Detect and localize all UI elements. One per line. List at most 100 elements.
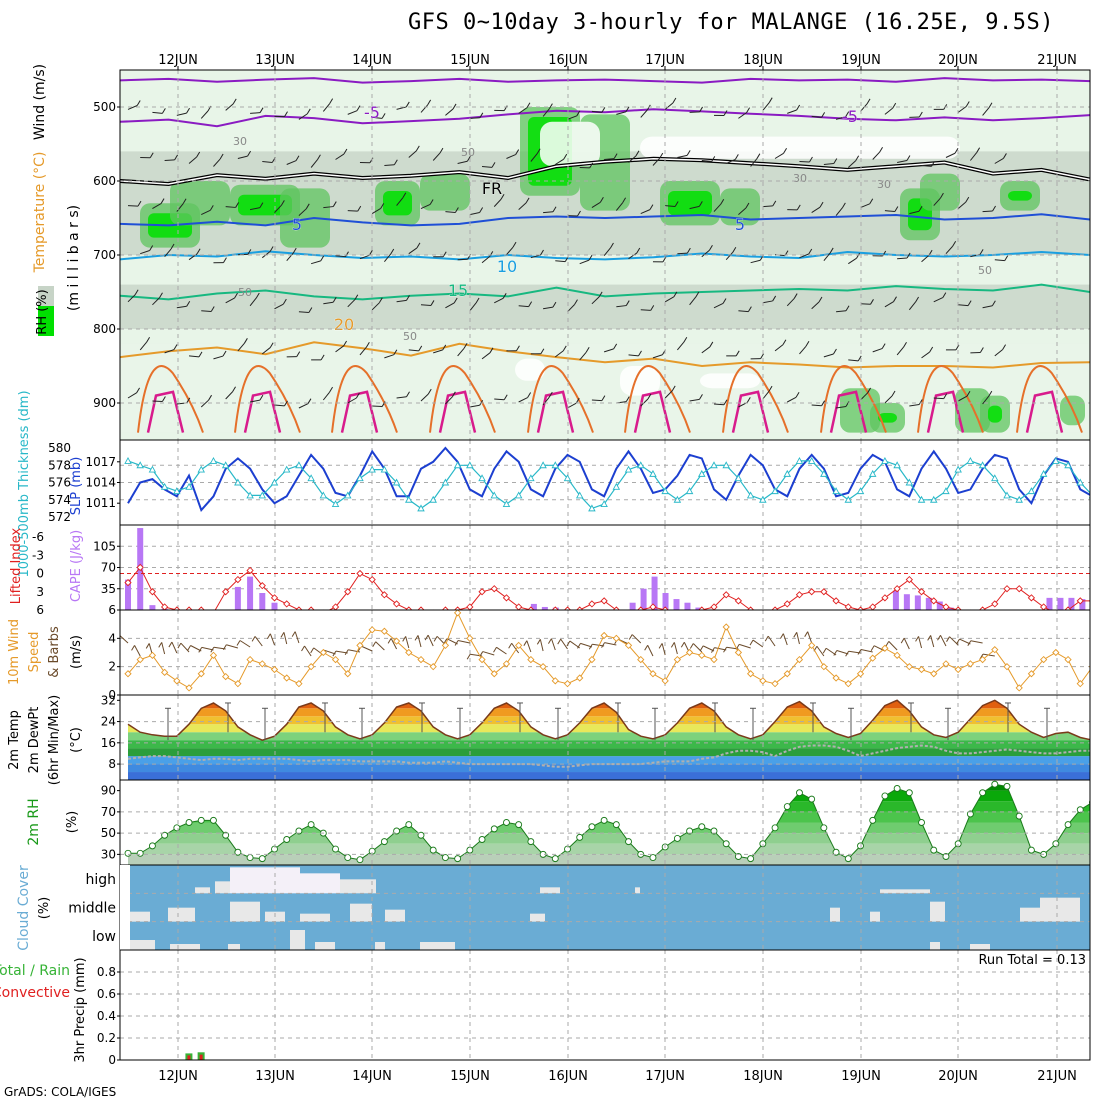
- thickness-point: [527, 474, 535, 482]
- li-point: [1076, 597, 1084, 605]
- rh2m-point: [881, 792, 889, 800]
- wind-point: [429, 663, 437, 671]
- barb-flag: [734, 154, 739, 160]
- barb-flag: [650, 305, 655, 311]
- wind-barb: [689, 394, 703, 402]
- barb-flag: [625, 106, 630, 113]
- temp-band: [128, 740, 1090, 749]
- date-label-bottom: 17JUN: [645, 1069, 685, 1084]
- wind-barb: [762, 200, 777, 208]
- barb-shaft: [958, 304, 969, 307]
- barb-flag: [502, 293, 507, 299]
- barb-flag: [466, 155, 471, 162]
- wind-barb-10m: [457, 640, 470, 644]
- wind-point: [808, 641, 816, 650]
- barb-shaft: [347, 110, 358, 115]
- wind-barb: [847, 155, 860, 168]
- cloud-block-low: [170, 944, 200, 950]
- wind-barb-10m-flag: [536, 639, 541, 645]
- wind-barb: [494, 394, 508, 401]
- barb-flag: [475, 297, 480, 304]
- cape-bar: [925, 597, 932, 610]
- barb-shaft: [860, 392, 868, 401]
- wind-point: [307, 663, 315, 671]
- wind-barb-10m-flag: [145, 643, 150, 649]
- li-point: [258, 582, 266, 590]
- li-line: [127, 566, 1090, 610]
- thickness-point: [160, 482, 169, 490]
- barb-shaft: [213, 158, 221, 167]
- thickness-point: [331, 500, 340, 508]
- barb-flag: [284, 400, 288, 407]
- wind-barb-10m-flag: [915, 636, 919, 642]
- wind-barb: [359, 250, 373, 260]
- barb-flag: [695, 291, 700, 298]
- thickness-point: [392, 478, 401, 486]
- wind-barb: [652, 152, 664, 166]
- rh2m-point: [197, 816, 205, 824]
- barb-shaft: [433, 349, 443, 354]
- label-wind-unit: (m/s): [69, 635, 84, 669]
- contour-label: 30: [877, 178, 891, 191]
- barb-flag: [649, 204, 654, 210]
- barb-flag: [866, 98, 871, 105]
- wind-barb: [372, 401, 386, 408]
- barb-flag: [296, 351, 301, 357]
- wind-barb-10m: [390, 638, 398, 650]
- barb-shaft: [836, 406, 847, 409]
- barb-flag: [894, 206, 899, 212]
- cloud-block-low: [290, 930, 305, 950]
- barb-shaft: [738, 112, 747, 119]
- temp-tick-label: 16: [101, 736, 116, 750]
- barb-shaft: [774, 152, 784, 159]
- barb-flag: [512, 241, 517, 248]
- wind-barb: [835, 202, 846, 216]
- wind-barb: [567, 397, 580, 409]
- barb-flag: [491, 162, 496, 168]
- wind-barb: [494, 105, 508, 112]
- barb-shaft: [506, 154, 516, 159]
- wind-barb-10m-flag: [198, 647, 203, 653]
- barb-flag: [149, 152, 154, 158]
- wind-barb: [811, 112, 826, 118]
- barb-flag: [699, 106, 704, 113]
- barb-shaft: [872, 348, 883, 353]
- wind-barb: [860, 299, 874, 305]
- wind-barb: [615, 197, 627, 211]
- wind-barb: [127, 100, 141, 110]
- barb-shaft: [396, 396, 407, 399]
- barb-shaft: [274, 303, 284, 310]
- wind-barb: [628, 350, 642, 357]
- rh2m-point: [820, 824, 828, 832]
- wind-point: [515, 641, 523, 650]
- wind-barb: [457, 343, 468, 357]
- label-wind: Wind (m/s): [32, 64, 48, 140]
- barb-flag: [210, 306, 215, 312]
- date-label-top: 17JUN: [645, 53, 685, 68]
- wind-barb: [799, 248, 813, 259]
- barb-flag: [439, 147, 444, 154]
- temp-band: [128, 756, 1090, 765]
- temp-band: [128, 708, 1090, 717]
- barb-shaft: [933, 397, 944, 400]
- thickness-point: [771, 487, 779, 495]
- thickness-point: [466, 461, 474, 469]
- barb-flag: [772, 295, 777, 302]
- rh-patch-bright: [668, 191, 712, 216]
- wind-grid: [120, 610, 1090, 695]
- wind-barb: [567, 299, 578, 313]
- cape-bar: [629, 602, 636, 610]
- thickness-tick-label: 574: [48, 493, 71, 507]
- rh2m-point: [210, 816, 217, 824]
- barb-flag: [356, 105, 361, 111]
- wind-barb-10m: [294, 631, 300, 644]
- barb-flag: [308, 307, 313, 313]
- barb-shaft: [225, 206, 236, 208]
- barb-flag: [173, 344, 178, 350]
- barb-flag: [427, 99, 432, 106]
- wind-barb: [579, 254, 593, 265]
- temp-band: [128, 716, 1090, 725]
- wind-barb-10m-flag: [222, 644, 227, 650]
- wind-barb-10m-flag: [466, 653, 471, 660]
- barb-flag: [918, 111, 923, 118]
